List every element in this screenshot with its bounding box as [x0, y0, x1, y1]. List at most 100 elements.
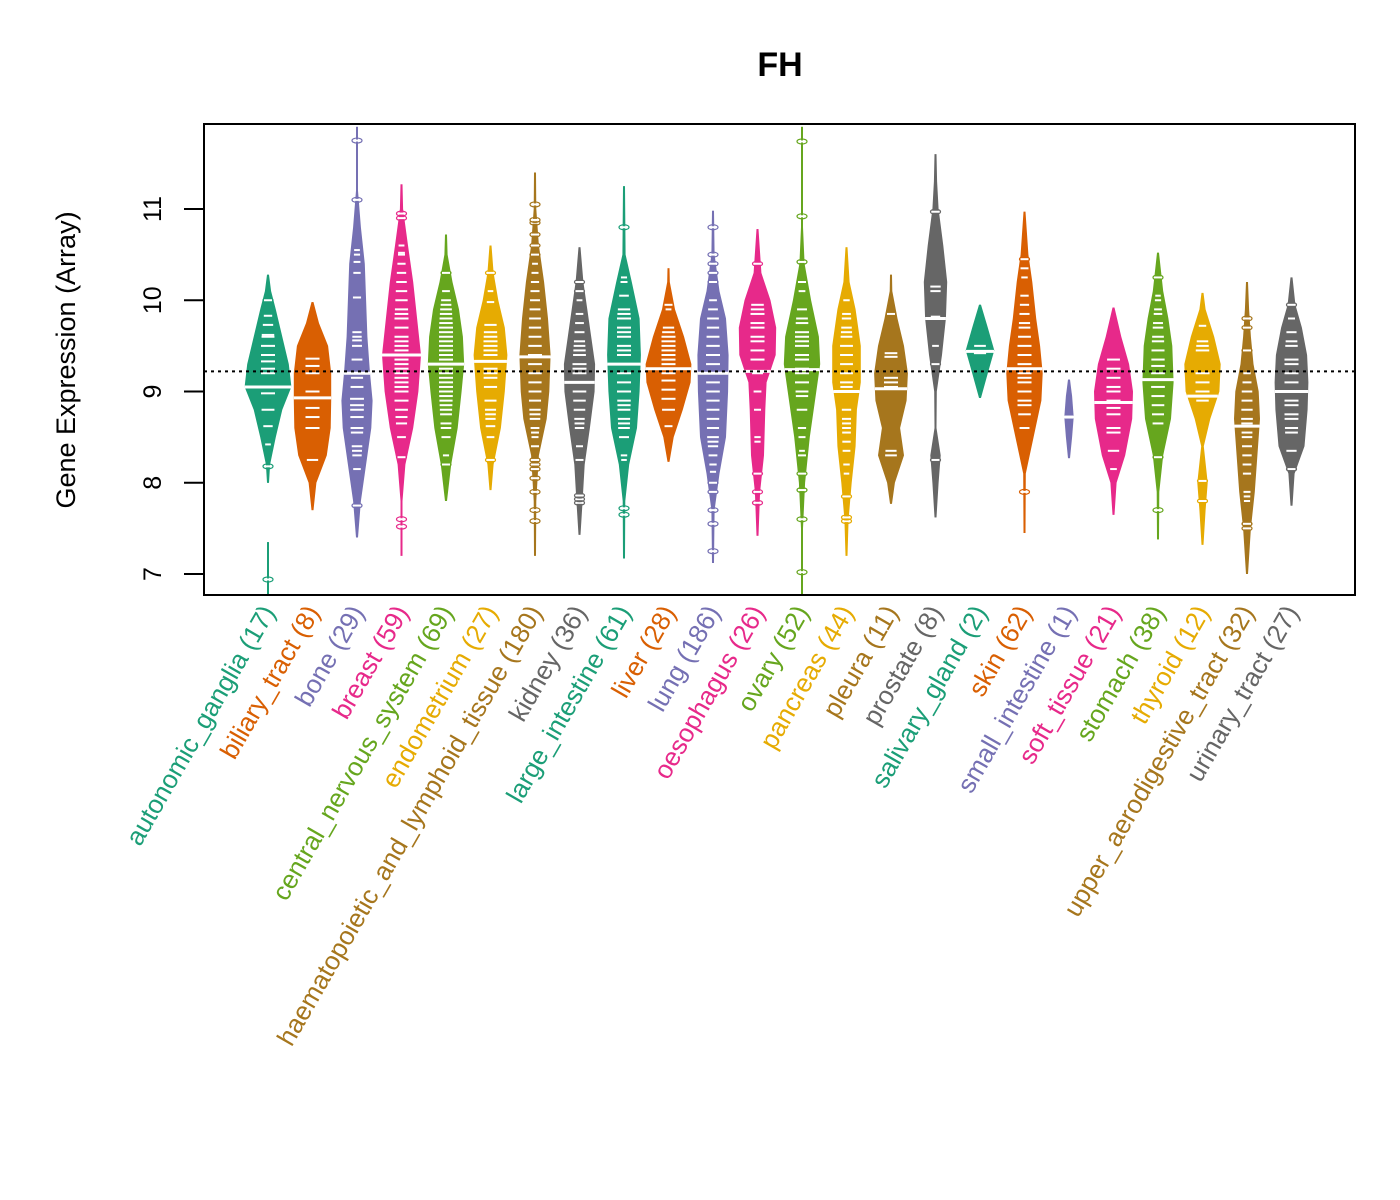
data-point-outline — [529, 242, 541, 249]
data-point-outline — [751, 470, 764, 477]
y-axis-label: Gene Expression (Array) — [51, 211, 81, 508]
data-point-outline — [573, 278, 586, 286]
data-point-outline — [796, 452, 808, 459]
data-point-outline — [707, 507, 719, 514]
data-point-outline — [440, 461, 452, 468]
data-point-outline — [529, 231, 541, 238]
data-point-outline — [707, 260, 719, 267]
data-point-outline — [751, 499, 764, 506]
violin-ovary — [783, 126, 821, 595]
data-point-outline — [618, 511, 630, 518]
violin-body — [738, 229, 777, 536]
violin-body — [1184, 292, 1221, 545]
data-point-outline — [484, 456, 497, 464]
violin-stomach — [1142, 252, 1174, 540]
violin-body — [783, 126, 821, 595]
data-point-outline — [262, 463, 274, 470]
data-point-outline — [573, 456, 586, 464]
data-point-outline — [573, 492, 586, 499]
data-point-outline — [1241, 324, 1253, 331]
x-axis-labels: autonomic_ganglia (17)biliary_tract (8)b… — [119, 600, 1304, 1051]
data-point-outline — [1285, 301, 1298, 308]
data-point-outline — [1196, 477, 1209, 485]
violin-oesophagus — [738, 229, 777, 536]
data-point-outline — [707, 548, 719, 555]
data-point-outline — [796, 569, 808, 576]
y-tick-label: 9 — [139, 385, 167, 399]
data-point-outline — [840, 514, 853, 521]
data-point-outline — [796, 213, 808, 220]
violin-body — [293, 302, 332, 511]
data-point-outline — [885, 310, 897, 318]
data-point-outline — [484, 269, 497, 276]
data-point-outline — [262, 297, 274, 304]
violin-body — [382, 184, 421, 556]
violin-small_intestine — [1061, 379, 1077, 459]
y-tick-label: 8 — [139, 476, 167, 490]
violin-body — [244, 274, 292, 483]
data-point-outline — [529, 475, 541, 482]
data-point-outline — [751, 488, 764, 495]
data-point-outline — [1152, 274, 1164, 281]
violin-body — [923, 154, 948, 518]
data-point-outline — [840, 493, 853, 500]
violin-haematopoietic_and_lymphoid_tissue — [519, 172, 551, 556]
data-point-outline — [529, 456, 541, 464]
plot-frame — [203, 123, 1356, 596]
data-point-outline — [1241, 347, 1253, 354]
data-point-outline — [796, 516, 808, 523]
data-point-outline — [351, 502, 363, 509]
violin-pancreas — [832, 247, 861, 556]
violin-group — [244, 126, 1309, 595]
violin-kidney — [563, 247, 596, 535]
y-tick-label: 7 — [139, 567, 167, 581]
violin-prostate — [923, 154, 948, 518]
data-point-outline — [529, 443, 541, 450]
violin-central_nervous_system — [427, 234, 465, 501]
data-point-outline — [707, 520, 719, 527]
data-point-outline — [707, 479, 719, 486]
data-point-outline — [929, 361, 942, 368]
violin-body — [1234, 282, 1260, 574]
data-point-outline — [796, 486, 808, 494]
violin-autonomic_ganglia — [244, 274, 292, 595]
data-point-outline — [796, 258, 808, 266]
y-tick-label: 11 — [139, 196, 167, 222]
violin-bone — [341, 126, 373, 538]
data-point-outline — [1241, 315, 1253, 322]
data-point-outline — [618, 505, 630, 512]
chart-title: FH — [757, 46, 802, 84]
data-point-outline — [707, 224, 719, 231]
data-point-outline — [529, 216, 541, 224]
y-tick-label: 10 — [139, 286, 167, 314]
violin-pleura — [874, 274, 908, 504]
data-point-outline — [573, 496, 586, 503]
data-point-outline — [395, 454, 408, 461]
y-axis: 7 8 9 10 11 — [139, 196, 204, 581]
data-point-outline — [707, 251, 719, 258]
data-point-outline — [262, 576, 274, 583]
data-point-outline — [707, 488, 719, 495]
data-point-outline — [351, 196, 363, 203]
data-point-outline — [707, 278, 719, 286]
data-point-outline — [707, 269, 719, 276]
data-point-outline — [1152, 507, 1164, 514]
data-point-outline — [796, 470, 808, 477]
data-point-outline — [751, 260, 764, 267]
violin-salivary_gland — [965, 304, 995, 398]
data-point-outline — [1018, 265, 1031, 272]
data-point-outline — [395, 523, 408, 530]
violin-biliary_tract — [293, 302, 332, 511]
data-point-outline — [796, 138, 808, 145]
violin-body — [697, 210, 729, 564]
data-point-outline — [573, 288, 586, 295]
violin-lung — [697, 210, 729, 564]
data-point-outline — [440, 269, 452, 276]
data-point-outline — [529, 507, 541, 514]
data-point-outline — [1285, 465, 1298, 473]
violin-body — [832, 247, 861, 556]
violin-body — [1094, 307, 1133, 515]
violin-body — [1064, 379, 1074, 459]
data-point-outline — [529, 201, 541, 208]
